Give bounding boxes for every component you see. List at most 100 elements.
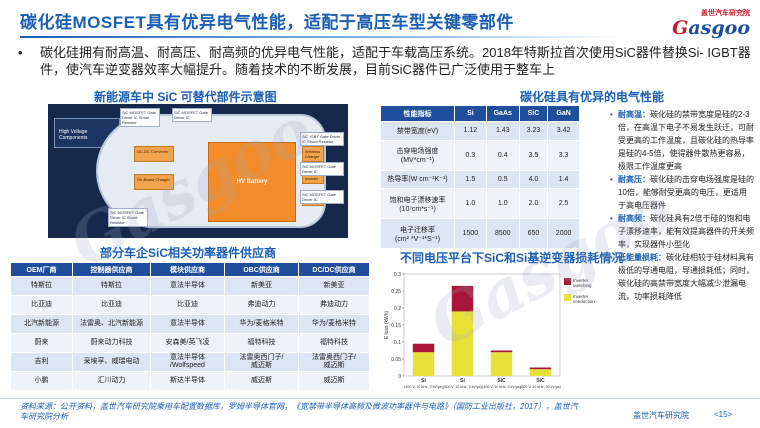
note-item: 低能量损耗：碳化硅相较于硅材料具有极低的导通电阻，导通损耗低；同时，碳化硅的高禁… — [610, 251, 754, 303]
table-cell: 比亚迪 — [10, 295, 73, 315]
table-row: 击穿电场强度 (MV*cm⁻¹) 0.3 0.4 3.5 3.3 — [380, 139, 580, 171]
table-cell: 新美亚 — [298, 276, 370, 296]
y-tick-label: 0.25 — [391, 289, 401, 295]
table-cell: 北汽新能源 — [10, 314, 73, 334]
x-tick-label: SiC — [536, 378, 545, 384]
table-cell: 特斯拉 — [72, 276, 151, 296]
table-cell: 比亚迪 — [72, 295, 151, 315]
bar-segment — [490, 350, 513, 353]
component-tag: SiC MOSFET Gate Driver IC — [172, 108, 212, 122]
sic-performance-table: 性能指标 Si GaAs SiC GaN 禁带宽度(eV) 1.12 1.43 … — [380, 105, 580, 249]
x-tick-label: Si — [421, 378, 426, 384]
legend-label: switching — [573, 283, 592, 288]
table-cell: 饱和电子漂移速率 (10⁷cm*s⁻¹) — [380, 188, 455, 219]
table-cell: 2000 — [547, 218, 580, 249]
table-cell: 意法半导体 /Wolfspeed — [150, 352, 225, 372]
y-tick-label: 0 — [398, 374, 401, 380]
title-divider — [20, 36, 620, 38]
table-cell: 法雷奥、北汽新能源 — [72, 314, 151, 334]
table-cell: 1.43 — [485, 121, 520, 141]
table-cell: 弗迪动力 — [224, 295, 299, 315]
table-cell: 吉利 — [10, 352, 73, 372]
component-tag: SiC MOSFET Gate Driver IC — [300, 162, 344, 176]
table-cell: 8500 — [485, 218, 520, 249]
logo-cn: 盖世汽车研究院 — [701, 10, 750, 17]
note-item: 耐高温：碳化硅的禁带宽度是硅的2-3倍，在高温下电子不易发生跃迁，可耐受更高的工… — [610, 108, 754, 173]
x-tick-label: (800 V, 10 kHz, 5 kV/μs) — [443, 385, 482, 389]
intro-bullet: • — [18, 45, 23, 60]
note-item: 耐高压：碳化硅的击穿电场强度是硅的10倍，能够耐受更高的电压，更适用于高电压器件 — [610, 173, 754, 212]
note-key: 耐高频： — [618, 214, 650, 223]
table-cell: 4.0 — [518, 169, 549, 190]
y-axis-label: E loss (kWh) — [384, 311, 390, 340]
table-cell: 0.4 — [485, 139, 520, 171]
table-cell: 意法半导体 — [150, 276, 225, 296]
table-cell: 0.5 — [485, 169, 520, 190]
table-cell: 禁带宽度(eV) — [380, 121, 455, 141]
component-tag: SiC MOSFET Gate Driver IC — [300, 190, 344, 204]
chart-title: 不同电压平台下SiC和Si基逆变器损耗情况 — [400, 251, 624, 265]
table-header: DC/DC供应商 — [298, 262, 370, 277]
wireless-charger-box: Wireless Charger — [302, 146, 324, 162]
note-text: 碳化硅具有2倍于硅的饱和电子漂移速率，能有效提高器件的开关频率，实现器件小型化 — [618, 214, 754, 249]
page-title: 碳化硅MOSFET具有优异电气性能，适配于高压车型关键零部件 — [20, 13, 514, 32]
table-cell: 特斯拉 — [10, 276, 73, 296]
intro-text: 碳化硅拥有耐高温、耐高压、耐高频的优异电气性能，适配于车载高压系统。2018年特… — [40, 45, 751, 77]
table-cell: 法雷奥西门子/ 威迈斯 — [298, 352, 370, 372]
table-cell: 1500 — [454, 218, 487, 249]
table-row: 蔚来 蔚来动力科技 安森美/英飞凌 福特科技 福特科技 — [10, 333, 370, 353]
table-row: 热导率(W cm⁻¹K⁻¹) 1.5 0.5 4.0 1.4 — [380, 169, 580, 190]
table-row: 特斯拉 特斯拉 意法半导体 新美亚 新美亚 — [10, 276, 370, 296]
legend-label: conduction — [573, 299, 595, 304]
x-tick-label: (800 V, 10 kHz, 50 kV/μs) — [520, 385, 561, 389]
table-cell: 小鹏 — [10, 371, 73, 391]
legend-swatch — [564, 278, 571, 285]
table-cell: 击穿电场强度 (MV*cm⁻¹) — [380, 139, 455, 171]
table-cell: 新美亚 — [224, 276, 299, 296]
legend-swatch — [564, 294, 571, 301]
table-cell: 意法半导体 — [150, 314, 225, 334]
table-row: 电子迁移率 (cm² *V⁻¹*S⁻¹) 1500 8500 650 2000 — [380, 218, 580, 249]
logo-en-text: asgoo — [688, 17, 750, 39]
bar-segment — [451, 311, 474, 376]
sic-components-diagram: High Voltage Components HV Battery DC-DC… — [48, 104, 348, 238]
table-cell: 威迈斯 — [224, 371, 299, 391]
table-cell: 华为/麦格米特 — [298, 314, 370, 334]
table-header: SiC — [518, 105, 549, 122]
supplier-table: OEM厂商 控制器供应商 模块供应商 OBC供应商 DC/DC供应商 特斯拉 特… — [10, 262, 370, 391]
table-cell: 法雷奥西门子/ 威迈斯 — [224, 352, 299, 372]
table-cell: 采埃孚、威瑞电动 — [72, 352, 151, 372]
table-cell: 威迈斯 — [298, 371, 370, 391]
table-header: 模块供应商 — [150, 262, 225, 277]
table-cell: 1.0 — [485, 188, 520, 219]
table-cell: 热导率(W cm⁻¹K⁻¹) — [380, 169, 455, 190]
table-cell: 3.3 — [547, 139, 580, 171]
intro-paragraph: • 碳化硅拥有耐高温、耐高压、耐高频的优异电气性能，适配于车载高压系统。2018… — [18, 44, 753, 78]
table-cell: 比亚迪 — [150, 295, 225, 315]
table-cell: 2.5 — [547, 188, 580, 219]
note-item: 耐高频：碳化硅具有2倍于硅的饱和电子漂移速率，能有效提高器件的开关频率，实现器件… — [610, 212, 754, 251]
footer-divider — [0, 398, 760, 399]
bar-segment — [529, 369, 552, 376]
note-key: 耐高温： — [618, 110, 650, 119]
dcdc-converter-box: DC-DC Converter — [134, 146, 174, 162]
diagram-title: 新能源车中 SiC 可替代部件示意图 — [94, 90, 277, 104]
supplier-table-title: 部分车企SiC相关功率器件供应商 — [100, 246, 277, 260]
table-row: 比亚迪 比亚迪 比亚迪 弗迪动力 弗迪动力 — [10, 295, 370, 315]
logo-en: Gasgoo — [672, 17, 750, 39]
table-cell: 电子迁移率 (cm² *V⁻¹*S⁻¹) — [380, 218, 455, 249]
inverter-loss-chart: 00.050.10.150.20.250.3E loss (kWh)Si(400… — [384, 272, 595, 389]
table-cell: 斯达半导体 — [150, 371, 225, 391]
note-key: 低能量损耗： — [618, 253, 666, 262]
hv-battery: HV Battery — [208, 142, 296, 222]
table-cell: 华为/麦格米特 — [224, 314, 299, 334]
bar-segment — [490, 352, 513, 376]
table-header: GaAs — [485, 105, 520, 122]
table-cell: 650 — [518, 218, 549, 249]
note-key: 耐高压： — [618, 175, 650, 184]
component-tag: SiC IGBT Gate Driver IC Shunt Resistor — [300, 132, 344, 146]
table-cell: 3.42 — [547, 121, 580, 141]
page-number: <15> — [714, 410, 733, 419]
component-tag: SiC MOSFET Gate Driver IC Shunt Resistor — [120, 108, 160, 127]
x-tick-label: (400 V, 10 kHz, 5 kV/μs) — [404, 385, 443, 389]
